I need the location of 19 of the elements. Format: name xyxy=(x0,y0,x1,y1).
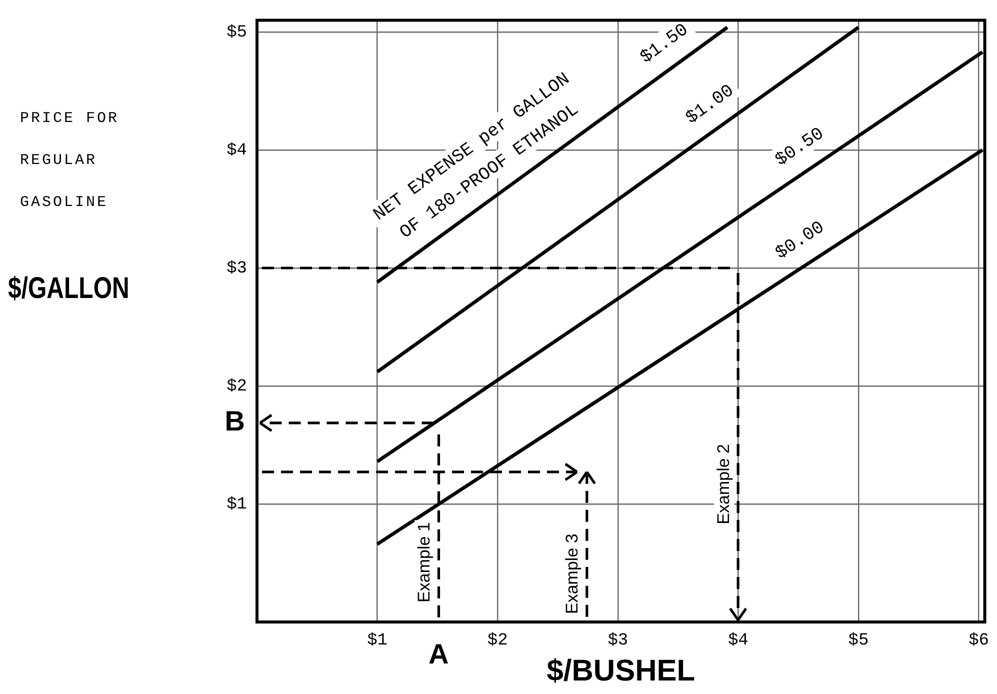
x-tick-label: $6 xyxy=(968,632,989,651)
annotation: Example 2 xyxy=(714,444,733,524)
y-tick-label: $3 xyxy=(226,260,247,278)
x-tick-label: $4 xyxy=(728,632,748,651)
text: A xyxy=(428,638,449,670)
annotation: Example 3 xyxy=(562,534,582,614)
x-tick-label: $2 xyxy=(487,632,508,651)
x-axis-title: $/BUSHEL xyxy=(546,654,696,688)
x-tick-label: $3 xyxy=(608,632,628,651)
y-tick-label: $1 xyxy=(226,496,247,514)
y-tick-label: $2 xyxy=(226,378,247,396)
x-tick-label: $1 xyxy=(367,632,388,651)
text: PRICE FOR REGULAR GASOLINE xyxy=(20,110,120,211)
x-tick-label: $5 xyxy=(848,632,869,651)
text: B xyxy=(224,405,245,436)
y-tick-label: $5 xyxy=(226,24,247,42)
y-axis-title: $/GALLON xyxy=(8,272,130,306)
annotation: Example 1 xyxy=(414,522,434,602)
y-tick-label: $4 xyxy=(226,142,247,160)
